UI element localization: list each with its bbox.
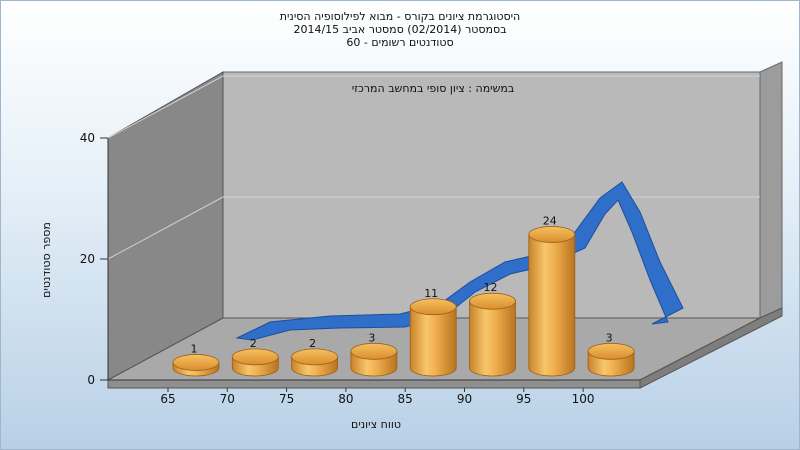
x-tick-label: 95 (516, 392, 531, 406)
x-tick-label: 65 (160, 392, 175, 406)
floor-right-edge (639, 307, 783, 389)
bar: 12 (469, 281, 516, 377)
bar-value-label: 2 (250, 337, 257, 350)
bar-top (587, 342, 635, 360)
bar: 11 (409, 287, 457, 377)
bar-body (528, 234, 576, 377)
chart-title: היסטוגרמת ציונים בקורס - מבוא לפילוסופיה… (279, 10, 521, 23)
bar-top (172, 354, 220, 371)
bar-top (291, 348, 339, 366)
x-axis: 65 70 75 80 85 90 95 100 (108, 379, 640, 406)
bar-top (528, 226, 576, 243)
y-axis: 0 20 40 (80, 131, 109, 387)
bar: 1 (172, 342, 220, 377)
bar-value-label: 24 (543, 214, 557, 227)
x-axis-title: טווח ציונים (351, 418, 401, 431)
bar-body (409, 306, 457, 377)
bar: 2 (291, 337, 339, 377)
gridline (107, 75, 224, 139)
bar-top (409, 298, 457, 316)
bar-value-label: 3 (606, 331, 613, 344)
x-tick-label: 70 (220, 392, 235, 406)
gridline (107, 196, 224, 260)
y-tick-label: 40 (80, 131, 95, 145)
gridlines (107, 75, 760, 260)
bar: 3 (350, 331, 398, 377)
chart-registered: סטודנטים רשומים - 60 (346, 36, 454, 49)
bar: 2 (231, 337, 279, 377)
x-tick-label: 100 (572, 392, 595, 406)
chart-semester: בסמסטר (02/2014) סמסטר אביב 2014/15 (293, 23, 507, 36)
y-tick-label: 20 (80, 252, 95, 266)
bar-value-label: 3 (368, 331, 375, 344)
bar-top (231, 348, 279, 366)
bar-top (469, 292, 516, 310)
chart-inner-subtitle: במשימה : ציון סופי במחשב המרכזי (352, 82, 515, 95)
x-tick-label: 85 (398, 392, 413, 406)
bar: 3 (587, 331, 635, 377)
x-tick-label: 80 (338, 392, 353, 406)
bar-value-label: 12 (484, 281, 498, 294)
floor-front-edge (107, 379, 641, 389)
bar: 24 (528, 214, 576, 377)
x-tick-label: 90 (457, 392, 472, 406)
bar-value-label: 11 (424, 287, 438, 300)
bar-value-label: 1 (191, 342, 198, 355)
y-axis-title: מספר סטודנטים (40, 222, 53, 298)
y-tick-label: 0 (87, 373, 95, 387)
right-edge (759, 61, 783, 319)
bar-value-label: 2 (309, 337, 316, 350)
bar-top (350, 342, 398, 360)
bar-body (469, 300, 516, 377)
x-tick-label: 75 (279, 392, 294, 406)
chart-titles: היסטוגרמת ציונים בקורס - מבוא לפילוסופיה… (0, 10, 800, 49)
